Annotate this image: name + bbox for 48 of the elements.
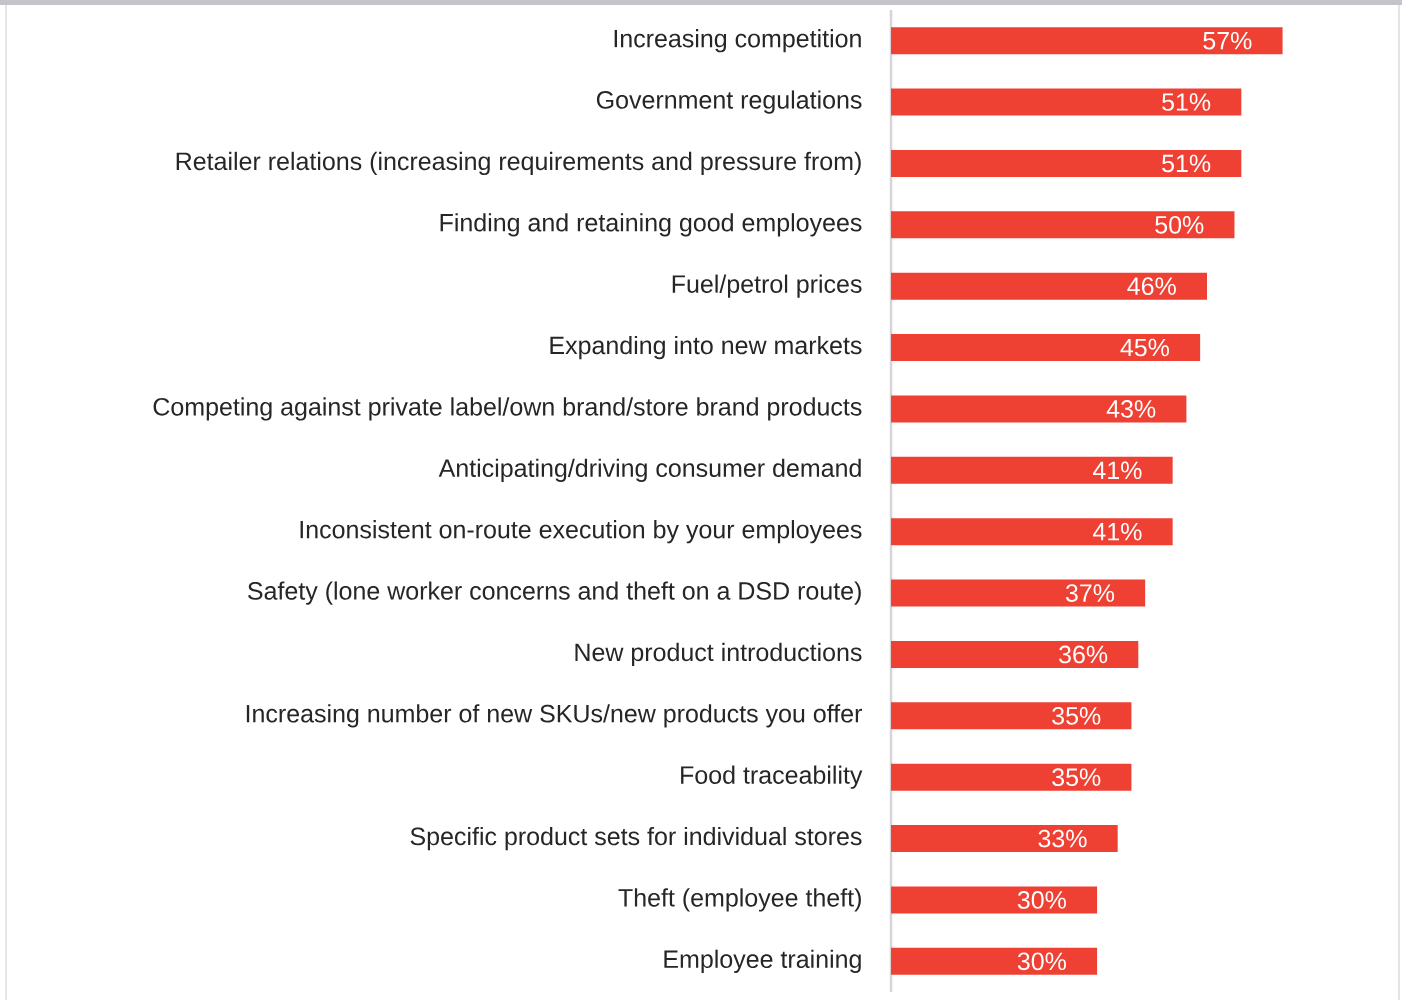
bar	[891, 825, 1118, 853]
bar	[891, 763, 1132, 791]
data-label: 45%	[1120, 338, 1170, 357]
y-tick-label: Food traceability	[681, 765, 863, 789]
bar	[891, 702, 1132, 730]
bar	[891, 640, 1139, 668]
bar	[891, 27, 1283, 55]
y-tick-label: Safety (lone worker concerns and theft on a DSD route)	[248, 581, 861, 605]
data-label: 37%	[1065, 584, 1115, 602]
bar	[891, 579, 1146, 607]
bar	[891, 272, 1207, 300]
data-label: 30%	[1017, 952, 1066, 971]
bar	[891, 88, 1242, 116]
y-tick-label: Increasing competition	[614, 29, 861, 53]
data-label: 51%	[1162, 154, 1211, 173]
data-label: 43%	[1106, 400, 1156, 418]
data-label: 50%	[1155, 215, 1204, 234]
bar	[891, 334, 1201, 362]
y-tick-label: Inconsistent on-route execution by your employees	[300, 520, 862, 544]
bar	[891, 886, 1098, 914]
y-tick-label: Specific product sets for individual stores	[410, 826, 862, 851]
y-tick-label: Competing against private label/own brand/store brand products	[153, 397, 862, 421]
y-tick-label: Retailer relations (increasing requirements and pressure from)	[176, 151, 861, 176]
y-tick-label: Theft (employee theft)	[618, 888, 861, 912]
data-label: 41%	[1092, 522, 1142, 541]
bar	[891, 149, 1242, 177]
y-tick-label: Employee training	[664, 949, 861, 973]
y-tick-label: Anticipating/driving consumer demand	[438, 458, 861, 482]
data-label: 41%	[1092, 461, 1142, 480]
data-label: 35%	[1052, 706, 1101, 725]
data-label: 51%	[1162, 93, 1211, 111]
data-label: 35%	[1052, 768, 1101, 787]
y-tick-label: Finding and retaining good employees	[440, 213, 862, 237]
data-label: 36%	[1059, 645, 1108, 664]
bar	[891, 211, 1235, 239]
y-tick-label: Expanding into new markets	[550, 335, 862, 360]
y-tick-label: New product introductions	[575, 642, 862, 667]
data-label: 57%	[1203, 31, 1252, 50]
y-tick-label: Increasing number of new SKUs/new products you offer	[246, 704, 862, 728]
data-label: 46%	[1127, 277, 1176, 296]
bar	[891, 947, 1098, 975]
data-label: 33%	[1038, 829, 1087, 848]
y-tick-label: Government regulations	[596, 90, 862, 114]
bar	[891, 456, 1173, 484]
bar	[891, 518, 1173, 546]
y-tick-label: Fuel/petrol prices	[672, 274, 862, 298]
bar	[891, 395, 1187, 423]
data-label: 30%	[1017, 891, 1066, 909]
